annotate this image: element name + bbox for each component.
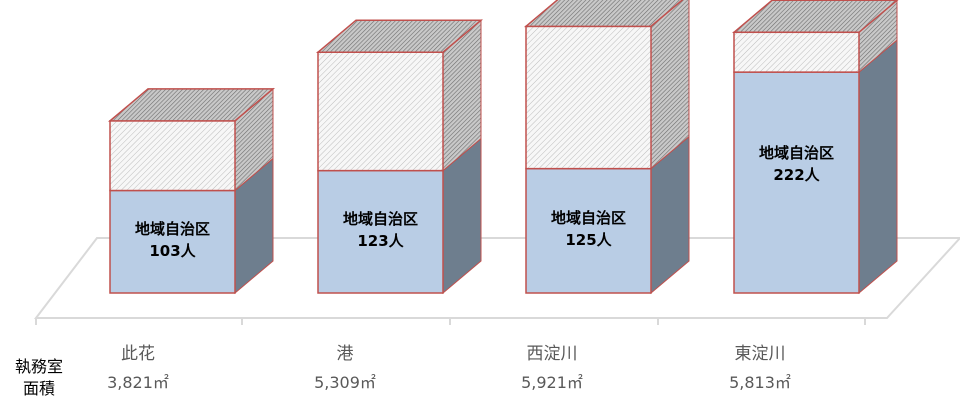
bar-segment-remaining bbox=[733, 31, 860, 73]
data-label-value: 125人 bbox=[565, 231, 612, 249]
bar-segment-remaining bbox=[317, 51, 444, 172]
bar-segment-remaining bbox=[525, 25, 652, 170]
area-label: 5,813㎡ bbox=[729, 373, 791, 392]
bar-segment-people bbox=[109, 189, 236, 294]
data-label-prefix: 地域自治区 bbox=[343, 210, 418, 228]
data-label-prefix: 地域自治区 bbox=[135, 220, 210, 238]
bar-segment-side bbox=[858, 39, 898, 295]
area-label: 5,309㎡ bbox=[314, 373, 376, 392]
row-label-line2: 面積 bbox=[23, 379, 55, 398]
bar-2 bbox=[523, 0, 690, 295]
data-label-value: 222人 bbox=[773, 166, 820, 184]
category-label: 此花 bbox=[121, 344, 155, 364]
floor-outline bbox=[33, 237, 960, 319]
bar-0 bbox=[107, 87, 276, 295]
bar-top bbox=[731, 0, 899, 34]
bar-top bbox=[523, 0, 684, 28]
bar-top bbox=[315, 19, 484, 53]
area-label: 3,821㎡ bbox=[107, 373, 169, 392]
bar-3 bbox=[731, 0, 899, 295]
bar-1 bbox=[315, 19, 484, 295]
category-label: 港 bbox=[337, 344, 354, 364]
category-label: 西淀川 bbox=[527, 344, 578, 364]
bar-segment-people bbox=[525, 167, 652, 294]
row-label-line1: 執務室 bbox=[15, 357, 63, 376]
data-label-value: 123人 bbox=[357, 232, 404, 250]
data-label-prefix: 地域自治区 bbox=[551, 209, 626, 227]
area-label: 5,921㎡ bbox=[521, 373, 583, 392]
bars-group bbox=[107, 0, 899, 295]
category-label: 東淀川 bbox=[735, 344, 786, 364]
chart-floor bbox=[33, 237, 960, 325]
data-label-value: 103人 bbox=[149, 242, 196, 260]
bar-segment-remaining bbox=[109, 120, 236, 192]
data-label-prefix: 地域自治区 bbox=[759, 144, 834, 162]
bar-top bbox=[107, 88, 276, 122]
bar-segment-people bbox=[733, 71, 860, 294]
